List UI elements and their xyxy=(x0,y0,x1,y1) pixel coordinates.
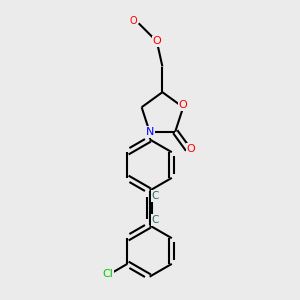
Text: Cl: Cl xyxy=(103,269,113,279)
Text: N: N xyxy=(146,127,154,137)
Text: O: O xyxy=(187,144,196,154)
Text: C: C xyxy=(152,215,159,225)
Text: O: O xyxy=(130,16,137,26)
Text: O: O xyxy=(179,100,188,110)
Text: O: O xyxy=(152,37,161,46)
Text: C: C xyxy=(152,191,159,201)
